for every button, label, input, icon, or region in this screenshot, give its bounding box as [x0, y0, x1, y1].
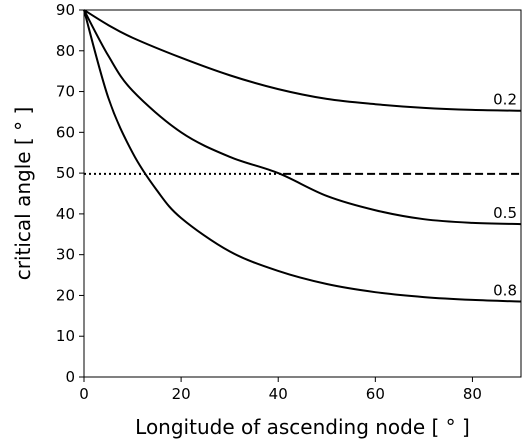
- y-ticks: 0 10 20 30 40 50 60 70 80 90: [56, 1, 84, 386]
- series-line-0.8: [83, 9, 522, 303]
- x-tick-label: 40: [269, 385, 288, 403]
- y-tick-label: 90: [56, 1, 75, 19]
- series-line-0.5: [83, 9, 522, 226]
- y-tick-label: 60: [56, 123, 75, 141]
- plot-frame: [83, 9, 522, 378]
- x-tick-label: 20: [172, 385, 191, 403]
- y-tick-label: 20: [56, 286, 75, 304]
- y-tick-label: 80: [56, 42, 75, 60]
- y-tick-label: 70: [56, 83, 75, 101]
- y-axis-label: critical angle [ ° ]: [11, 107, 35, 281]
- x-axis-label: Longitude of ascending node [ ° ]: [135, 415, 470, 439]
- y-tick-label: 40: [56, 205, 75, 223]
- y-tick-label: 0: [65, 368, 75, 386]
- x-tick-label: 60: [366, 385, 385, 403]
- y-tick-label: 30: [56, 246, 75, 264]
- series-label-0.2: 0.2: [493, 91, 517, 109]
- curve-labels: 0.2 0.5 0.8: [493, 91, 517, 300]
- series-label-0.8: 0.8: [493, 282, 517, 300]
- x-ticks: 0 20 40 60 80: [79, 377, 482, 403]
- series-label-0.5: 0.5: [493, 204, 517, 222]
- y-tick-label: 10: [56, 327, 75, 345]
- x-tick-label: 80: [463, 385, 482, 403]
- x-tick-label: 0: [79, 385, 89, 403]
- plot-lines: [83, 9, 522, 303]
- y-tick-label: 50: [56, 164, 75, 182]
- series-line-0.2: [83, 9, 522, 112]
